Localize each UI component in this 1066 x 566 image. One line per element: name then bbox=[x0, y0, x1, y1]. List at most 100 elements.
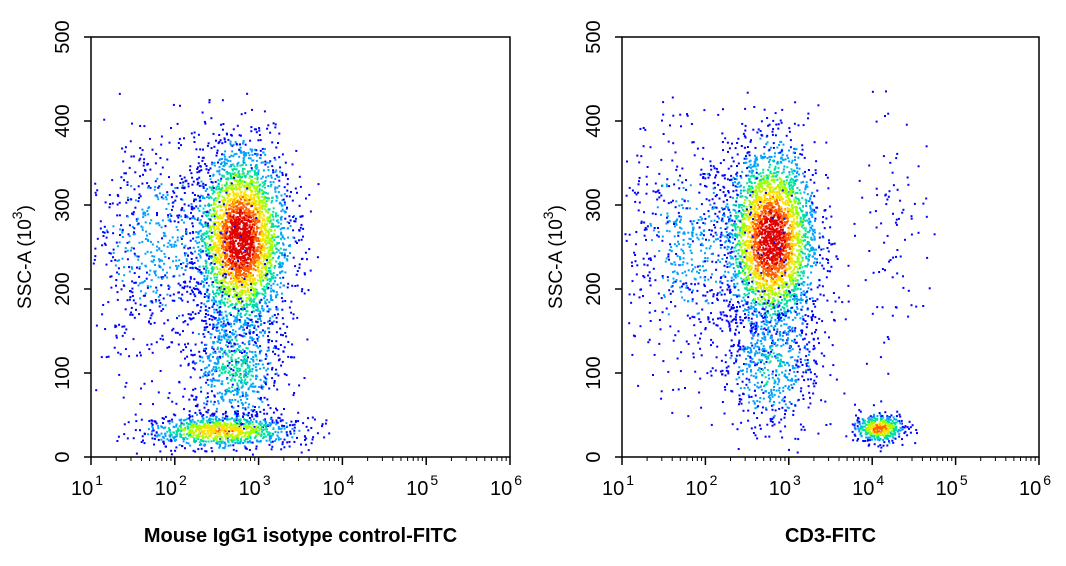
event-point bbox=[236, 348, 239, 350]
event-point bbox=[159, 370, 162, 372]
event-point bbox=[171, 236, 174, 239]
event-point bbox=[234, 274, 237, 277]
event-point bbox=[201, 111, 204, 114]
event-point bbox=[256, 187, 259, 190]
event-point bbox=[257, 263, 260, 266]
event-point bbox=[185, 232, 188, 235]
event-point bbox=[238, 367, 241, 370]
event-point bbox=[226, 293, 229, 296]
event-point bbox=[255, 167, 258, 170]
event-point bbox=[257, 325, 260, 328]
event-point bbox=[245, 354, 248, 357]
event-point bbox=[246, 227, 249, 230]
event-point bbox=[223, 240, 226, 243]
event-point bbox=[146, 285, 149, 287]
event-point bbox=[132, 213, 135, 216]
event-point bbox=[101, 313, 104, 316]
event-point bbox=[267, 208, 270, 211]
event-point bbox=[232, 244, 235, 247]
event-point bbox=[116, 259, 119, 262]
event-point bbox=[172, 103, 175, 106]
event-point bbox=[224, 412, 227, 415]
event-point bbox=[273, 280, 276, 283]
event-point bbox=[205, 230, 208, 233]
event-point bbox=[176, 266, 179, 269]
event-point bbox=[253, 222, 256, 225]
event-point bbox=[300, 451, 303, 454]
event-point bbox=[123, 423, 126, 426]
event-point bbox=[271, 252, 274, 255]
event-point bbox=[244, 143, 247, 146]
event-point bbox=[248, 361, 251, 364]
event-point bbox=[217, 402, 220, 405]
event-point bbox=[246, 262, 249, 265]
event-point bbox=[243, 153, 246, 155]
event-point bbox=[235, 269, 238, 272]
event-point bbox=[307, 449, 310, 452]
event-point bbox=[205, 264, 208, 267]
event-point bbox=[225, 255, 228, 258]
event-point bbox=[198, 444, 201, 446]
event-point bbox=[239, 179, 241, 182]
event-point bbox=[215, 362, 218, 365]
event-point bbox=[270, 258, 273, 261]
event-point bbox=[255, 264, 258, 267]
event-point bbox=[264, 358, 267, 360]
event-point bbox=[162, 297, 165, 300]
event-point bbox=[139, 303, 142, 306]
event-point bbox=[233, 245, 236, 248]
event-point bbox=[236, 382, 239, 385]
event-point bbox=[203, 284, 205, 287]
event-point bbox=[205, 247, 208, 250]
event-point bbox=[243, 286, 246, 289]
event-point bbox=[252, 213, 255, 216]
event-point bbox=[208, 186, 211, 189]
event-point bbox=[214, 317, 217, 319]
event-point bbox=[215, 278, 218, 281]
event-point bbox=[224, 164, 227, 166]
event-point bbox=[209, 332, 212, 335]
event-point bbox=[253, 390, 256, 393]
event-point bbox=[265, 234, 267, 237]
event-point bbox=[244, 229, 247, 231]
event-point bbox=[221, 392, 224, 395]
event-point bbox=[235, 196, 238, 199]
event-point bbox=[249, 378, 252, 381]
event-point bbox=[228, 185, 231, 188]
event-point bbox=[255, 200, 257, 203]
event-point bbox=[245, 427, 248, 430]
event-point bbox=[220, 382, 223, 385]
event-point bbox=[224, 150, 227, 153]
event-point bbox=[156, 245, 159, 248]
event-point bbox=[272, 272, 275, 275]
event-point bbox=[253, 206, 256, 209]
event-point bbox=[264, 243, 267, 246]
event-point bbox=[255, 345, 258, 348]
event-point bbox=[236, 307, 239, 310]
event-point bbox=[265, 176, 268, 179]
event-point bbox=[213, 325, 216, 328]
event-point bbox=[218, 318, 221, 321]
event-point bbox=[265, 210, 268, 213]
event-point bbox=[256, 192, 259, 195]
event-point bbox=[229, 160, 232, 163]
event-point bbox=[224, 263, 227, 266]
event-point bbox=[257, 279, 260, 282]
event-point bbox=[169, 220, 172, 223]
event-point bbox=[248, 339, 251, 342]
event-point bbox=[190, 203, 193, 205]
event-point bbox=[236, 384, 239, 387]
event-point bbox=[229, 226, 232, 229]
event-point bbox=[254, 290, 257, 293]
event-point bbox=[124, 172, 127, 175]
event-point bbox=[237, 295, 239, 298]
event-point bbox=[265, 353, 268, 356]
event-point bbox=[250, 409, 253, 412]
event-point bbox=[235, 320, 238, 323]
event-point bbox=[238, 375, 241, 378]
event-point bbox=[205, 403, 208, 406]
event-point bbox=[275, 260, 278, 263]
event-point bbox=[144, 214, 147, 217]
event-point bbox=[233, 204, 236, 207]
event-point bbox=[263, 238, 266, 241]
